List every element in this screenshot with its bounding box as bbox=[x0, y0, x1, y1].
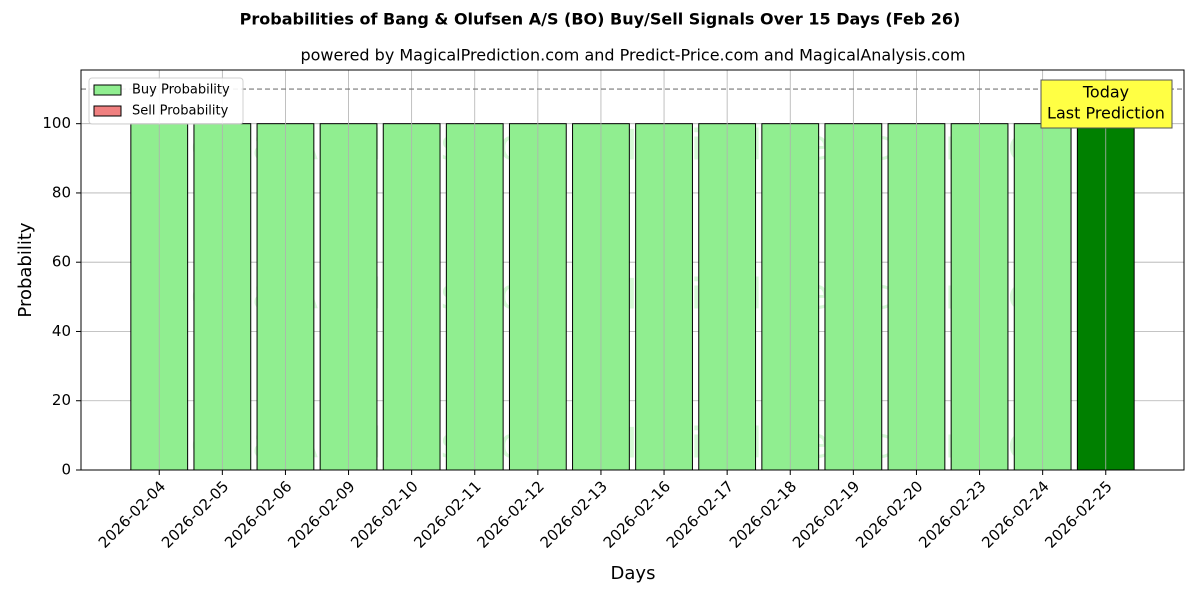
chart-subtitle: powered by MagicalPrediction.com and Pre… bbox=[300, 46, 965, 65]
x-tick-label: 2026-02-10 bbox=[347, 477, 421, 551]
annotation-text: Last Prediction bbox=[1047, 104, 1165, 123]
legend-label: Buy Probability bbox=[132, 83, 230, 98]
x-axis-label: Days bbox=[611, 563, 656, 584]
x-tick-label: 2026-02-06 bbox=[221, 477, 295, 551]
legend-swatch bbox=[93, 84, 122, 96]
y-tick-label: 40 bbox=[52, 322, 71, 340]
y-tick-label: 0 bbox=[61, 461, 71, 479]
x-tick-label: 2026-02-12 bbox=[473, 477, 547, 551]
y-tick-label: 80 bbox=[52, 183, 71, 201]
x-tick-label: 2026-02-13 bbox=[537, 477, 611, 551]
x-tick-label: 2026-02-24 bbox=[978, 477, 1052, 551]
x-tick-label: 2026-02-17 bbox=[663, 477, 737, 551]
annotation-box bbox=[1040, 79, 1173, 129]
legend-swatch bbox=[93, 105, 122, 117]
x-tick-label: 2026-02-05 bbox=[158, 477, 232, 551]
y-tick-label: 60 bbox=[52, 253, 71, 271]
x-tick-label: 2026-02-18 bbox=[726, 477, 800, 551]
x-tick-label: 2026-02-20 bbox=[852, 477, 926, 551]
x-tick-label: 2026-02-25 bbox=[1041, 477, 1115, 551]
x-tick-label: 2026-02-23 bbox=[915, 477, 989, 551]
chart-title: Probabilities of Bang & Olufsen A/S (BO)… bbox=[240, 10, 961, 29]
y-tick-label: 20 bbox=[52, 391, 71, 409]
annotation-text: Today bbox=[1082, 83, 1129, 102]
legend-label: Sell Probability bbox=[132, 104, 229, 119]
y-tick-label: 100 bbox=[42, 114, 71, 132]
legend-box bbox=[88, 77, 244, 125]
x-tick-label: 2026-02-19 bbox=[789, 477, 863, 551]
x-tick-label: 2026-02-16 bbox=[600, 477, 674, 551]
x-tick-label: 2026-02-04 bbox=[95, 477, 169, 551]
plot-frame bbox=[80, 69, 1185, 471]
x-tick-label: 2026-02-11 bbox=[410, 477, 484, 551]
x-tick-label: 2026-02-09 bbox=[284, 477, 358, 551]
y-axis-label: Probability bbox=[15, 222, 36, 317]
